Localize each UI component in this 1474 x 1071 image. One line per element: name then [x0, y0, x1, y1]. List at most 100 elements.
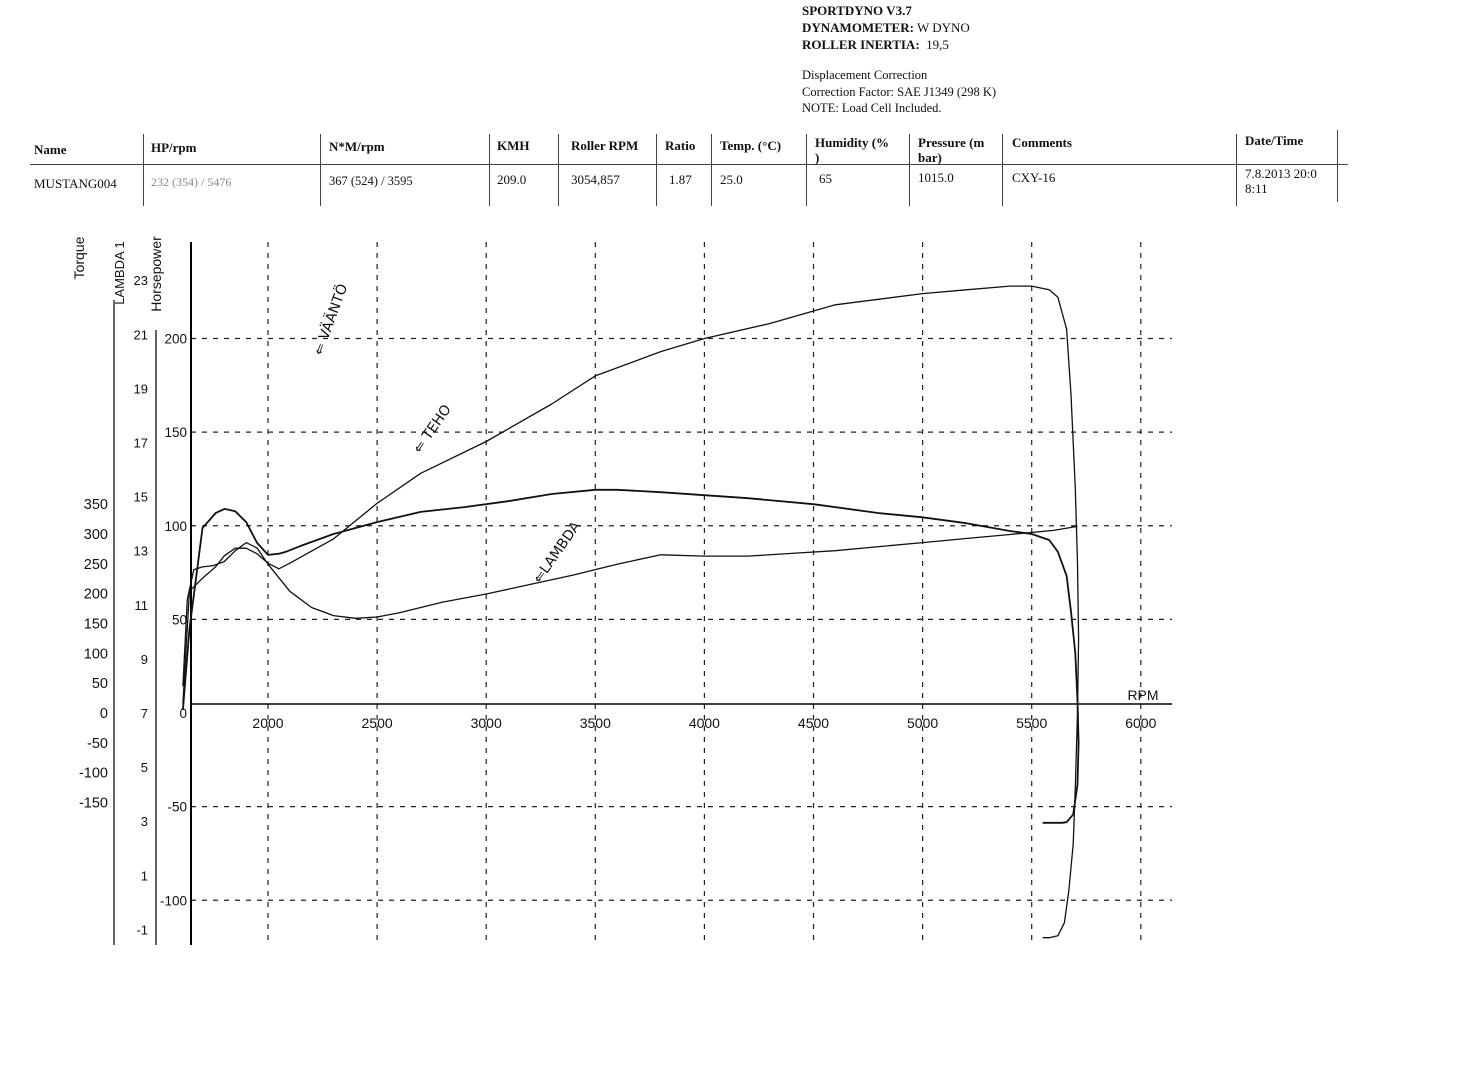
table-col-divider	[1002, 134, 1003, 206]
th-pressure: Pressure (m bar)	[918, 135, 985, 165]
note-displacement: Displacement Correction	[802, 68, 928, 82]
table-col-divider	[1337, 130, 1338, 202]
th-kmh: KMH	[497, 138, 530, 153]
dynamometer-line: DYNAMOMETER: W DYNO	[802, 19, 970, 36]
lambda-tick-label: 1	[141, 868, 148, 883]
torque-tick-label: 0	[100, 706, 108, 722]
lambda-tick-label: 9	[141, 652, 148, 667]
lambda-tick-label: 3	[141, 814, 148, 829]
th-humidity: Humidity (% )	[815, 135, 890, 165]
roller-inertia-key: ROLLER INERTIA:	[802, 37, 920, 52]
table-col-divider	[1236, 134, 1237, 206]
table-col-divider	[489, 134, 490, 206]
torque-tick-label: -50	[87, 736, 108, 752]
cell-roller-rpm: 3054,857	[571, 172, 620, 187]
torque-axis-title: Torque	[71, 236, 87, 279]
table-col-divider	[806, 134, 807, 206]
torque-tick-label: 100	[84, 646, 108, 662]
th-ratio: Ratio	[665, 138, 696, 153]
series-line-lambda	[182, 525, 1078, 687]
horsepower-tick-label: 50	[172, 612, 187, 627]
lambda-axis-title: LAMBDA 1	[112, 241, 127, 305]
lambda-tick-label: 11	[135, 598, 149, 613]
torque-tick-label: 200	[84, 587, 108, 603]
lambda-tick-label: 23	[134, 273, 148, 288]
x-tick-label: 2000	[252, 715, 283, 731]
torque-tick-label: -100	[79, 766, 108, 782]
lambda-tick-label: 19	[134, 381, 148, 396]
roller-inertia-value: 19,5	[926, 37, 949, 52]
torque-tick-label: 50	[92, 676, 108, 692]
th-date-time: Date/Time	[1245, 133, 1304, 148]
cell-pressure: 1015.0	[918, 170, 954, 185]
table-col-divider	[656, 134, 657, 206]
series-line-teho	[182, 285, 1080, 939]
torque-tick-label: 300	[84, 527, 108, 543]
handwritten-annotation: ⇐ VÄÄNTÖ	[309, 281, 351, 357]
cell-humidity: 65	[819, 171, 832, 186]
horsepower-tick-label: -100	[160, 893, 187, 908]
th-roller-rpm: Roller RPM	[571, 138, 639, 153]
x-tick-label: 6000	[1125, 715, 1156, 731]
grid-layer	[191, 242, 1172, 945]
x-tick-label: 3000	[471, 715, 502, 731]
th-name: Name	[34, 142, 67, 157]
series-layer	[182, 285, 1080, 939]
axis-layer: 2000 2500 3000 3500 4000 4500 5000 5500 6000RPM3…	[71, 236, 1172, 945]
lambda-tick-label: -1	[136, 922, 148, 937]
dynamometer-key: DYNAMOMETER:	[802, 20, 914, 35]
table-col-divider	[558, 134, 559, 206]
x-tick-label: 2500	[362, 715, 393, 731]
lambda-tick-label: 5	[141, 760, 148, 775]
th-nm-rpm: N*M/rpm	[329, 139, 385, 154]
horsepower-tick-label: -50	[167, 800, 187, 815]
table-col-divider	[711, 134, 712, 206]
horsepower-tick-label: 0	[179, 706, 187, 721]
table-col-divider	[320, 134, 321, 206]
th-comments: Comments	[1012, 135, 1072, 150]
torque-tick-label: 250	[84, 557, 108, 573]
th-hp-rpm: HP/rpm	[151, 140, 197, 155]
cell-date-time: 7.8.2013 20:0 8:11	[1245, 166, 1317, 196]
cell-comments: CXY-16	[1012, 170, 1056, 185]
cell-name: MUSTANG004	[34, 176, 117, 191]
th-temp: Temp. (°C)	[720, 138, 782, 153]
torque-tick-label: 150	[84, 616, 108, 632]
roller-inertia-line: ROLLER INERTIA: 19,5	[802, 36, 970, 53]
results-table: Name HP/rpm N*M/rpm KMH Roller RPM Ratio…	[0, 128, 1474, 208]
horsepower-tick-label: 100	[164, 519, 187, 534]
x-tick-label: 5500	[1016, 715, 1047, 731]
handwritten-annotation: ⇐ TEHO	[410, 402, 455, 456]
cell-hp-rpm: 232 (354) / 5476	[151, 175, 232, 189]
handwritten-annotation: ⇐LAMBDA	[530, 518, 584, 586]
x-axis-label: RPM	[1127, 687, 1158, 703]
x-tick-label: 3500	[580, 715, 611, 731]
torque-tick-label: 350	[84, 497, 108, 513]
cell-nm-rpm: 367 (524) / 3595	[329, 174, 413, 188]
table-col-divider	[909, 134, 910, 206]
lambda-tick-label: 13	[134, 544, 148, 559]
dynamometer-value: W DYNO	[916, 20, 970, 35]
note-correction-factor: Correction Factor: SAE J1349 (298 K)	[802, 84, 997, 99]
correction-notes: Displacement Correction Correction Facto…	[802, 67, 996, 117]
cell-temp: 25.0	[720, 172, 743, 187]
torque-tick-label: -150	[79, 796, 108, 812]
cell-ratio: 1.87	[669, 172, 692, 187]
horsepower-tick-label: 200	[164, 332, 187, 347]
annotation-layer: ⇐ VÄÄNTÖ ⇐ TEHO ⇐LAMBDA	[309, 281, 585, 586]
x-tick-label: 4000	[689, 715, 720, 731]
table-col-divider	[143, 134, 144, 206]
cell-kmh: 209.0	[497, 172, 527, 187]
lambda-tick-label: 17	[134, 436, 148, 451]
report-header: SPORTDYNO V3.7 DYNAMOMETER: W DYNO ROLLE…	[802, 2, 970, 53]
x-tick-label: 4500	[798, 715, 829, 731]
software-version: SPORTDYNO V3.7	[802, 3, 912, 18]
horsepower-axis-title: Horsepower	[148, 236, 164, 312]
x-tick-label: 5000	[907, 715, 938, 731]
note-load-cell: NOTE: Load Cell Included.	[802, 101, 942, 115]
lambda-tick-label: 21	[134, 327, 148, 342]
table-header-divider	[30, 164, 1348, 165]
lambda-tick-label: 7	[141, 706, 148, 721]
horsepower-tick-label: 150	[164, 425, 187, 440]
